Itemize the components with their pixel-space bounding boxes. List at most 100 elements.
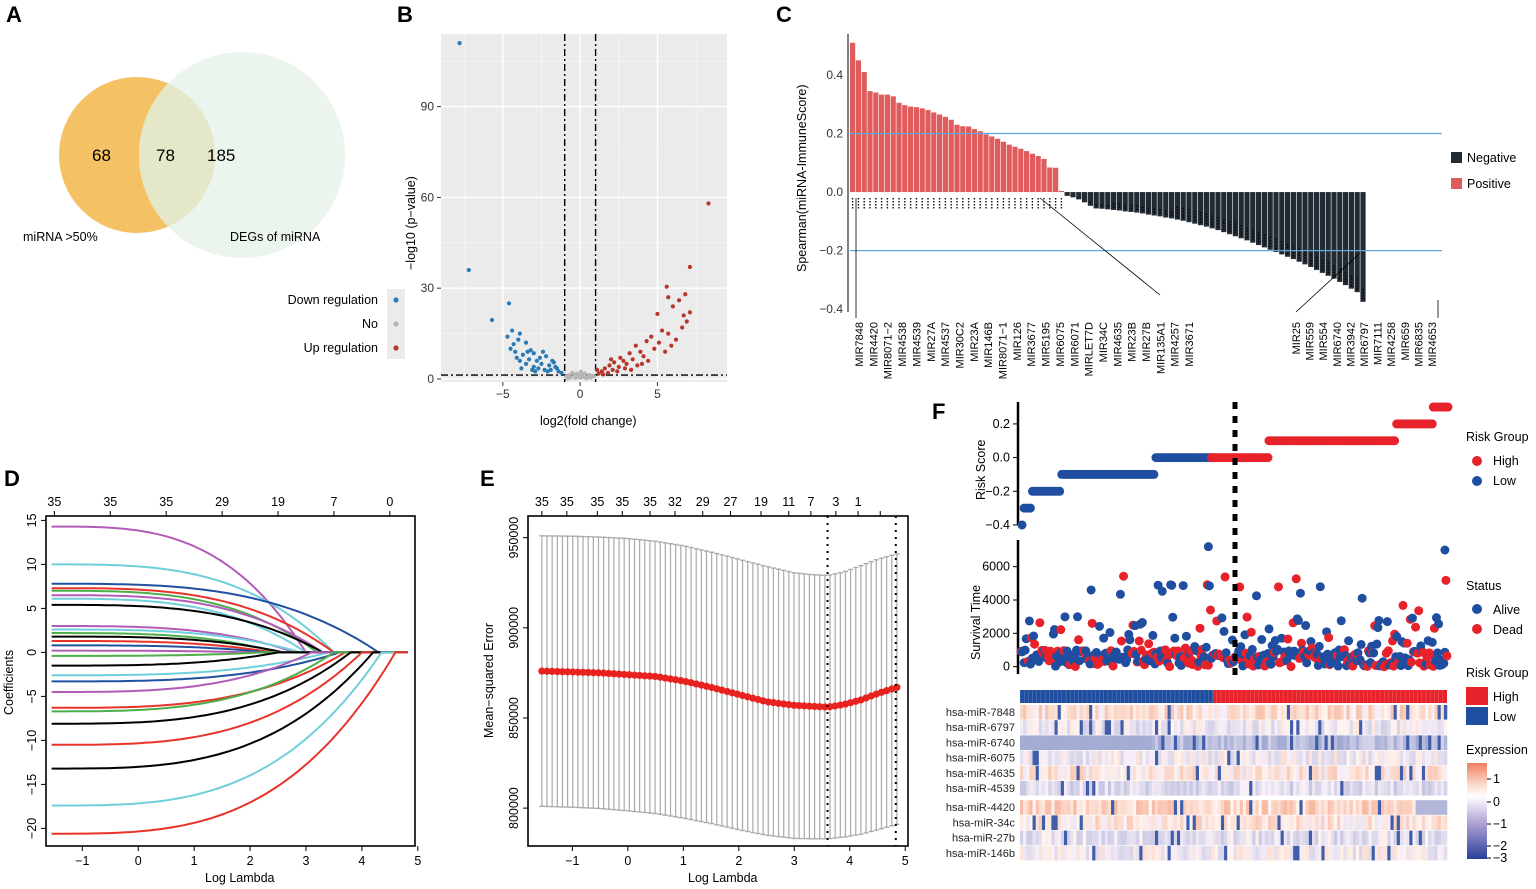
heatmap-cell — [1315, 735, 1319, 750]
heatmap-cell — [1155, 845, 1159, 861]
heatmap-cell — [1246, 830, 1250, 846]
heatmap-cell — [1230, 781, 1234, 796]
heatmap-cell — [1186, 815, 1190, 830]
heatmap-cell — [1403, 750, 1407, 766]
heatmap-cell — [1035, 750, 1040, 766]
heatmap-cell — [1129, 765, 1134, 781]
heatmap-cell — [1246, 705, 1250, 720]
lasso-coefficient-path — [51, 603, 408, 654]
heatmap-cell — [1057, 845, 1062, 861]
spearman-significance-mark — [1234, 223, 1237, 225]
heatmap-cell — [1258, 845, 1263, 861]
heatmap-cell — [1085, 720, 1090, 735]
heatmap-cell — [1277, 765, 1281, 781]
heatmap-cell — [1057, 781, 1062, 796]
spearman-significance-mark — [1176, 212, 1179, 214]
spearman-bar — [1041, 158, 1047, 193]
spearman-significance-mark — [1356, 288, 1358, 290]
heatmap-cell — [1343, 800, 1347, 815]
heatmap-cell — [1371, 720, 1376, 735]
heatmap-cell — [1384, 845, 1388, 861]
heatmap-cell — [1362, 830, 1366, 846]
volcano-point-down — [540, 349, 546, 354]
heatmap-cell — [1038, 750, 1043, 766]
spearman-bar — [931, 112, 937, 193]
cv-xtick-label: 2 — [735, 854, 742, 868]
heatmap-cell — [1440, 750, 1445, 766]
volcano-point-up — [596, 371, 601, 376]
heatmap-cell — [1133, 720, 1137, 735]
heatmap-cell — [1202, 720, 1206, 735]
spearman-significance-mark — [944, 207, 947, 209]
heatmap-cell — [1089, 815, 1093, 830]
survival-point-alive — [1357, 593, 1367, 603]
heatmap-cell — [1268, 735, 1272, 750]
spearman-significance-mark — [967, 204, 970, 206]
heatmap-cell — [1214, 781, 1219, 796]
spearman-significance-mark — [1304, 257, 1306, 259]
spearman-bar — [1024, 151, 1030, 193]
heatmap-cell — [1346, 815, 1350, 830]
spearman-bar — [1192, 192, 1198, 224]
legend-expression-title: Expression — [1466, 743, 1528, 757]
heatmap-cell — [1139, 735, 1143, 750]
heatmap-cell — [1176, 705, 1181, 720]
heatmap-cell — [1327, 720, 1332, 735]
heatmap-cell — [1261, 800, 1266, 815]
heatmap-cell — [1076, 750, 1080, 766]
spearman-significance-mark — [1223, 228, 1225, 230]
heatmap-cell — [1355, 750, 1360, 766]
heatmap-cell — [1217, 815, 1222, 830]
spearman-significance-mark — [1025, 201, 1028, 203]
heatmap-cell — [1255, 750, 1259, 766]
heatmap-cell — [1280, 705, 1285, 720]
heatmap-cell — [1396, 830, 1401, 846]
spearman-significance-mark — [1344, 272, 1347, 274]
heatmap-cell — [1183, 765, 1187, 781]
spearman-category-label: MIR25 — [1291, 322, 1303, 354]
survival-point-alive — [1369, 648, 1379, 658]
heatmap-cell — [1271, 765, 1275, 781]
heatmap-cell — [1085, 765, 1090, 781]
heatmap-cell — [1035, 815, 1040, 830]
heatmap-cell — [1148, 705, 1153, 720]
volcano-points — [457, 40, 711, 381]
heatmap-cell — [1236, 781, 1241, 796]
spearman-significance-mark — [869, 201, 871, 203]
heatmap-row-label: hsa-miR-4635 — [946, 768, 1015, 780]
heatmap-cell — [1387, 845, 1391, 861]
heatmap-cell — [1365, 750, 1369, 766]
heatmap-cell — [1038, 845, 1043, 861]
risk-ytick-label: 0.2 — [993, 417, 1010, 431]
heatmap-cell — [1425, 765, 1429, 781]
heatmap-cell — [1186, 765, 1190, 781]
heatmap-cell — [1340, 750, 1344, 766]
lasso-coefficient-path — [51, 587, 408, 654]
heatmap-cell — [1120, 830, 1124, 846]
spearman-bar — [1302, 192, 1308, 265]
heatmap-cell — [1255, 800, 1259, 815]
heatmap-cell — [1293, 735, 1297, 750]
heatmap-cell — [1368, 830, 1372, 846]
heatmap-cell — [1290, 781, 1294, 796]
spearman-significance-mark — [1194, 213, 1196, 216]
heatmap-cell — [1098, 781, 1102, 796]
heatmap-cell — [1220, 830, 1225, 846]
heatmap-cell — [1111, 815, 1115, 830]
heatmap-cell — [1142, 800, 1146, 815]
heatmap-cell — [1371, 845, 1376, 861]
heatmap-cell — [1220, 845, 1225, 861]
heatmap-cell — [1048, 765, 1052, 781]
heatmap-cell — [1117, 845, 1121, 861]
survival-point-dead — [1296, 638, 1306, 648]
spearman-bar — [1267, 192, 1273, 250]
spearman-significance-mark — [880, 207, 883, 209]
risk-score-point-low — [1025, 503, 1035, 513]
heatmap-cell — [1079, 781, 1084, 796]
heatmap-cell — [1268, 765, 1272, 781]
spearman-bar — [1145, 192, 1151, 215]
volcano-point-down — [523, 340, 529, 345]
heatmap-cell — [1145, 845, 1150, 861]
risk-score-point-low — [1055, 486, 1065, 496]
